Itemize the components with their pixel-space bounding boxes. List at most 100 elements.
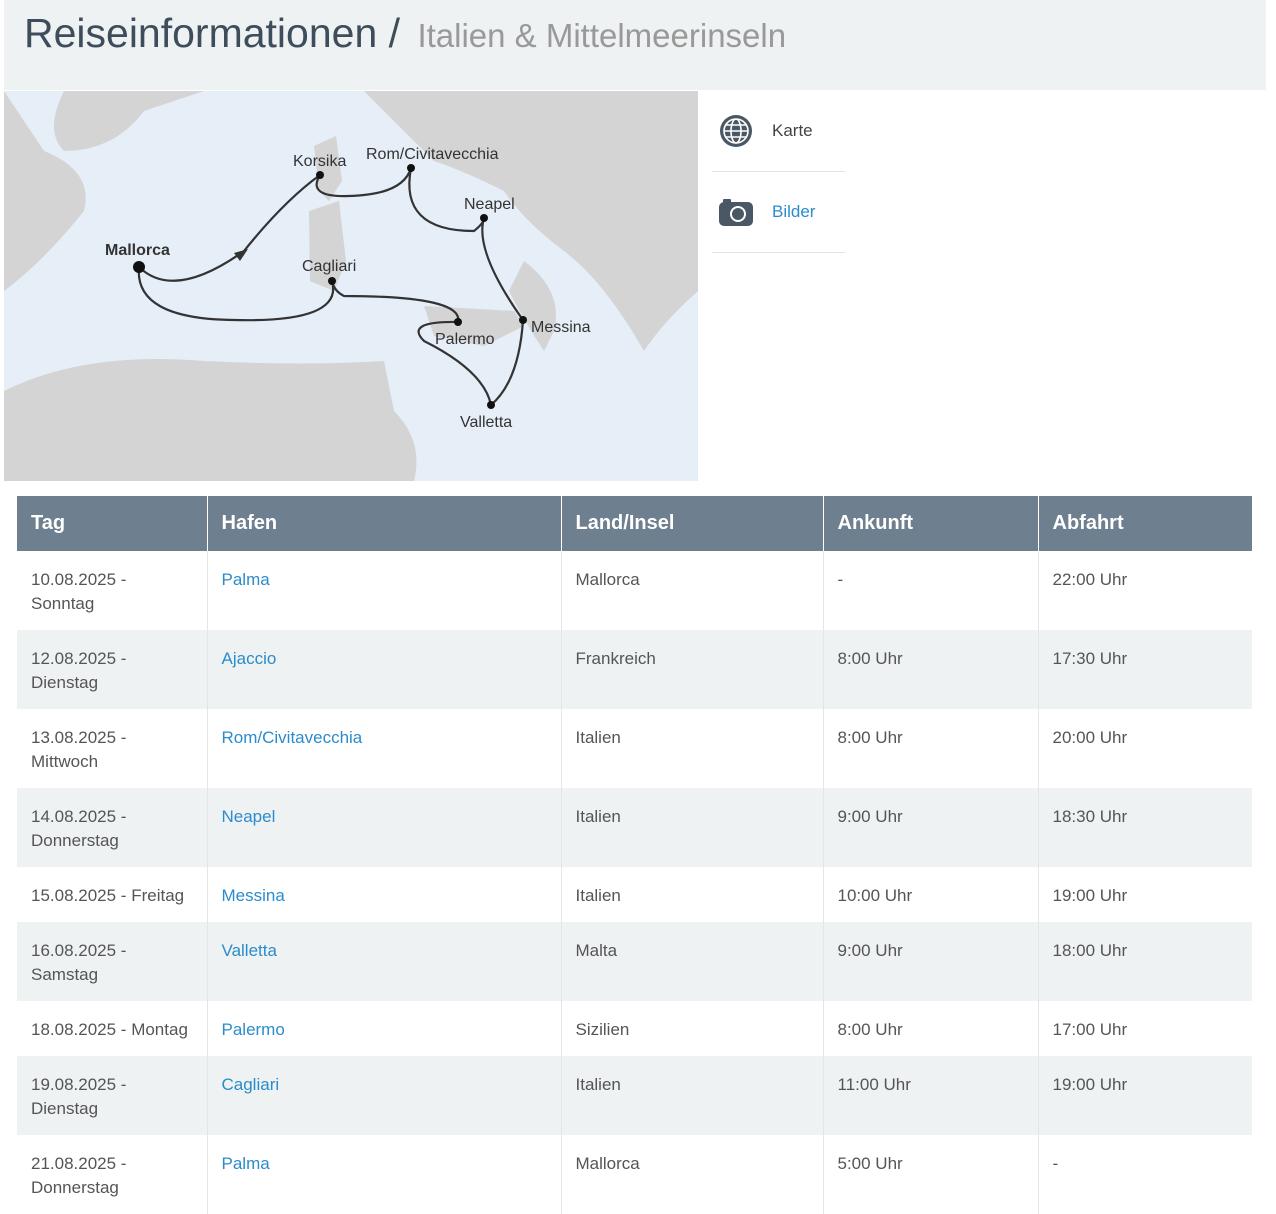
cell-abfahrt: 22:00 Uhr	[1038, 551, 1252, 630]
cell-hafen: Palma	[207, 551, 562, 630]
cell-land: Mallorca	[561, 1135, 824, 1214]
ankunft-value: 8:00 Uhr	[837, 1020, 903, 1039]
cell-hafen: Valletta	[207, 922, 562, 1001]
tag-value: 16.08.2025 - Samstag	[31, 941, 127, 984]
cell-abfahrt: 18:30 Uhr	[1038, 788, 1252, 867]
ankunft-value: 5:00 Uhr	[837, 1154, 903, 1173]
cell-ankunft: -	[823, 551, 1039, 630]
port-link[interactable]: Rom/Civitavecchia	[221, 728, 363, 747]
cell-abfahrt: 17:30 Uhr	[1038, 630, 1252, 709]
cell-land: Italien	[561, 709, 824, 788]
abfahrt-value: 18:30 Uhr	[1052, 807, 1128, 826]
port-link[interactable]: Valletta	[221, 941, 277, 960]
cell-hafen: Palermo	[207, 1001, 562, 1056]
land-value: Mallorca	[575, 1154, 640, 1173]
ankunft-value: 10:00 Uhr	[837, 886, 913, 905]
map-label-palermo: Palermo	[435, 331, 495, 348]
land-value: Italien	[575, 807, 621, 826]
table-row: 13.08.2025 - Mittwoch Rom/Civitavecchia It…	[17, 709, 1252, 788]
tag-value: 19.08.2025 - Dienstag	[31, 1075, 127, 1118]
map-label-korsika: Korsika	[293, 153, 346, 170]
cell-hafen: Messina	[207, 867, 562, 922]
cell-abfahrt: 17:00 Uhr	[1038, 1001, 1252, 1056]
cell-hafen: Rom/Civitavecchia	[207, 709, 562, 788]
itinerary-table: Tag Hafen Land/Insel Ankunft Abfahrt 10.…	[17, 496, 1252, 1214]
table-row: 18.08.2025 - Montag Palermo Sizilien 8:00 U…	[17, 1001, 1252, 1056]
route-arrow	[234, 249, 248, 261]
cell-ankunft: 8:00 Uhr	[823, 709, 1039, 788]
cell-land: Italien	[561, 1056, 824, 1135]
abfahrt-value: -	[1052, 1154, 1059, 1173]
land-value: Malta	[575, 941, 618, 960]
table-row: 21.08.2025 - Donnerstag Palma Mallorca 5:00…	[17, 1135, 1252, 1214]
land	[4, 91, 698, 481]
media-links: Karte Bilder	[712, 91, 845, 253]
cell-hafen: Neapel	[207, 788, 562, 867]
abfahrt-value: 17:30 Uhr	[1052, 649, 1128, 668]
column-header-land: Land/Insel	[561, 496, 824, 551]
page-subtitle: Italien & Mittelmeerinseln	[417, 17, 787, 54]
cell-ankunft: 5:00 Uhr	[823, 1135, 1039, 1214]
cell-tag: 18.08.2025 - Montag	[17, 1001, 208, 1056]
ankunft-value: 8:00 Uhr	[837, 649, 903, 668]
land-value: Mallorca	[575, 570, 640, 589]
land-value: Italien	[575, 1075, 621, 1094]
table-row: 19.08.2025 - Dienstag Cagliari Italien 11:0…	[17, 1056, 1252, 1135]
tag-value: 15.08.2025 - Freitag	[31, 886, 185, 905]
port-link[interactable]: Palma	[221, 1154, 270, 1173]
cell-land: Mallorca	[561, 551, 824, 630]
land-value: Italien	[575, 728, 621, 747]
cell-ankunft: 9:00 Uhr	[823, 788, 1039, 867]
land-value: Frankreich	[575, 649, 656, 668]
abfahrt-value: 17:00 Uhr	[1052, 1020, 1128, 1039]
ankunft-value: 9:00 Uhr	[837, 807, 903, 826]
cell-tag: 21.08.2025 - Donnerstag	[17, 1135, 208, 1214]
cell-abfahrt: 18:00 Uhr	[1038, 922, 1252, 1001]
column-header-tag: Tag	[17, 496, 208, 551]
cell-abfahrt: 19:00 Uhr	[1038, 867, 1252, 922]
cell-hafen: Palma	[207, 1135, 562, 1214]
port-link[interactable]: Neapel	[221, 807, 276, 826]
route-map: Mallorca Korsika Rom/Civitavecchia Neape…	[4, 91, 698, 481]
land-value: Sizilien	[575, 1020, 630, 1039]
table-row: 14.08.2025 - Donnerstag Neapel Italien 9:00…	[17, 788, 1252, 867]
port-link[interactable]: Cagliari	[221, 1075, 280, 1094]
port-markers	[133, 164, 527, 409]
table-row: 10.08.2025 - Sonntag Palma Mallorca - 22:00 …	[17, 551, 1252, 630]
abfahrt-value: 20:00 Uhr	[1052, 728, 1128, 747]
cell-tag: 19.08.2025 - Dienstag	[17, 1056, 208, 1135]
port-link[interactable]: Ajaccio	[221, 649, 277, 668]
cell-tag: 14.08.2025 - Donnerstag	[17, 788, 208, 867]
column-header-ankunft: Ankunft	[823, 496, 1039, 551]
cell-hafen: Cagliari	[207, 1056, 562, 1135]
tag-value: 10.08.2025 - Sonntag	[31, 570, 127, 613]
tag-value: 21.08.2025 - Donnerstag	[31, 1154, 127, 1197]
cell-land: Malta	[561, 922, 824, 1001]
map-label-messina: Messina	[531, 319, 591, 336]
cell-tag: 13.08.2025 - Mittwoch	[17, 709, 208, 788]
abfahrt-value: 22:00 Uhr	[1052, 570, 1128, 589]
ankunft-value: 8:00 Uhr	[837, 728, 903, 747]
camera-icon	[719, 199, 753, 226]
pictures-link[interactable]: Bilder	[712, 172, 845, 253]
cell-land: Italien	[561, 867, 824, 922]
abfahrt-value: 18:00 Uhr	[1052, 941, 1128, 960]
port-link[interactable]: Palermo	[221, 1020, 285, 1039]
port-link[interactable]: Palma	[221, 570, 270, 589]
map-label-cagliari: Cagliari	[302, 258, 356, 275]
ankunft-value: 9:00 Uhr	[837, 941, 903, 960]
abfahrt-value: 19:00 Uhr	[1052, 1075, 1128, 1094]
cell-tag: 15.08.2025 - Freitag	[17, 867, 208, 922]
port-link[interactable]: Messina	[221, 886, 285, 905]
cell-land: Sizilien	[561, 1001, 824, 1056]
cell-tag: 10.08.2025 - Sonntag	[17, 551, 208, 630]
cell-ankunft: 10:00 Uhr	[823, 867, 1039, 922]
cell-land: Italien	[561, 788, 824, 867]
ankunft-value: 11:00 Uhr	[837, 1075, 911, 1094]
map-link[interactable]: Karte	[712, 91, 845, 172]
column-header-abfahrt: Abfahrt	[1038, 496, 1252, 551]
map-label-valletta: Valletta	[460, 414, 512, 431]
cell-abfahrt: -	[1038, 1135, 1252, 1214]
table-row: 16.08.2025 - Samstag Valletta Malta 9:00 Uh…	[17, 922, 1252, 1001]
table-row: 12.08.2025 - Dienstag Ajaccio Frankreich 8:…	[17, 630, 1252, 709]
